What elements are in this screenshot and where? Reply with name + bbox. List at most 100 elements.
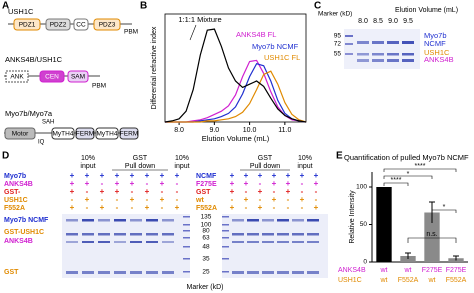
band [114, 233, 126, 236]
band [387, 59, 399, 62]
sign: - [287, 195, 290, 204]
sign: - [116, 195, 119, 204]
line [164, 28, 307, 123]
header: GST [133, 155, 148, 162]
row-label: wt [195, 197, 204, 204]
axis-title: Marker (kD) [318, 11, 352, 18]
sign: - [176, 195, 179, 204]
band [262, 233, 274, 236]
band [114, 219, 126, 222]
header: GST [258, 155, 273, 162]
sign: + [300, 171, 305, 180]
band [82, 271, 94, 274]
band [146, 271, 158, 274]
sign: + [286, 179, 291, 188]
ladder-label: 100 [201, 222, 212, 229]
band [307, 241, 319, 243]
band [98, 233, 110, 236]
fraction-label: 9.5 [403, 18, 413, 25]
sign: + [314, 171, 319, 180]
line [165, 70, 307, 123]
band [277, 233, 289, 236]
band [66, 219, 78, 222]
band [262, 271, 274, 274]
y-tick-label: 50 [360, 221, 368, 228]
sign: + [70, 187, 75, 196]
band [357, 53, 369, 56]
marker-label: 95 [334, 33, 342, 40]
sign: - [301, 187, 304, 196]
band [247, 271, 259, 274]
domain-box [13, 18, 41, 31]
sign: - [301, 203, 304, 212]
sign: - [146, 195, 149, 204]
sign: + [145, 171, 150, 180]
band [357, 41, 369, 44]
band [307, 233, 319, 236]
domain-box [67, 70, 89, 83]
bracket [383, 175, 433, 179]
ladder-label: 35 [202, 256, 210, 263]
ladder-band [222, 216, 229, 218]
domain-label: PDZ2 [50, 22, 67, 29]
panel-label: A [2, 1, 9, 12]
sign: + [100, 203, 105, 212]
sign: - [146, 179, 149, 188]
band [277, 219, 289, 222]
sign: + [115, 179, 120, 188]
ladder-band [222, 271, 229, 273]
band [277, 241, 289, 243]
protein-name: USH1C [8, 7, 34, 16]
sign: - [161, 203, 164, 212]
sign: + [300, 195, 305, 204]
bar [424, 212, 440, 262]
sign: + [85, 195, 90, 204]
sign: - [86, 187, 89, 196]
band [66, 271, 78, 274]
domain-box [39, 70, 65, 83]
domain-label: MyTH4 [53, 131, 74, 138]
ladder-label: 63 [202, 235, 210, 242]
legend-entry: USH1C FL [264, 53, 300, 62]
sign: - [301, 179, 304, 188]
sign: - [176, 187, 179, 196]
panel-label: C [314, 1, 321, 12]
sign: - [176, 179, 179, 188]
x-tick-label: 11.0 [278, 127, 291, 134]
domain-box [119, 127, 139, 140]
protein-name: Myo7b/Myo7a [5, 109, 53, 118]
band [357, 59, 369, 62]
band [146, 233, 158, 236]
band [387, 53, 399, 56]
domain-box [51, 127, 75, 140]
domain-label: PBM [124, 29, 138, 36]
domain-box [5, 70, 29, 83]
band [292, 271, 304, 274]
ladder-band [222, 246, 229, 248]
annotation: **** [391, 177, 402, 184]
band [307, 219, 319, 222]
bracket [383, 168, 457, 172]
sign: - [315, 187, 318, 196]
band [146, 241, 158, 243]
band [402, 53, 414, 56]
gel [222, 214, 328, 278]
sign: + [145, 187, 150, 196]
band [82, 233, 94, 236]
band [66, 241, 78, 243]
row-label: ANKS4B [4, 181, 33, 188]
domain-label: SAH [42, 120, 54, 126]
annotation: * [407, 171, 410, 178]
ladder-label: 48 [202, 244, 210, 251]
domain-label: PDZ3 [99, 22, 116, 29]
x-tick-label: wt [380, 267, 388, 274]
ladder-band [183, 271, 190, 273]
band [162, 233, 174, 236]
gel-label: GST [4, 269, 19, 276]
sign: + [100, 187, 105, 196]
sign: + [160, 179, 165, 188]
domain-label: PBM [92, 83, 106, 90]
sign: - [101, 195, 104, 204]
domain-label: IQ [38, 140, 45, 146]
sign: + [145, 203, 150, 212]
